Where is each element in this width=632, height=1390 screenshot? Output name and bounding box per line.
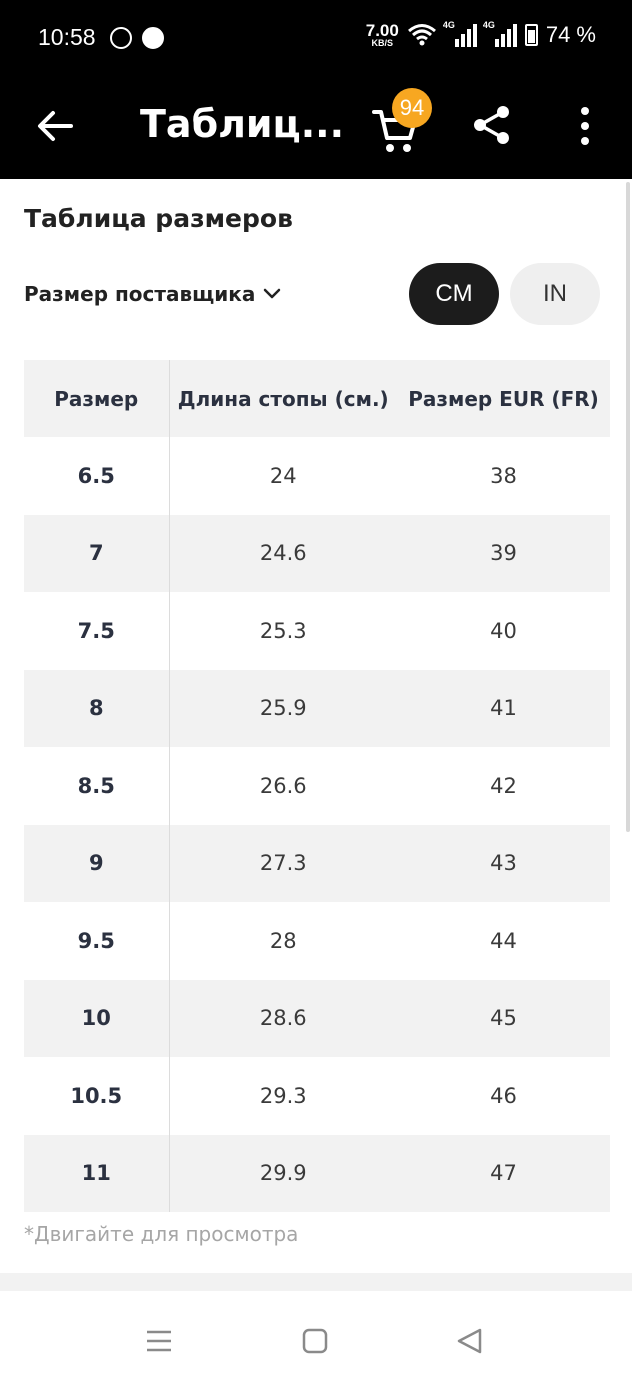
more-vert-icon [581, 107, 589, 115]
column-header-foot-length: Длина стопы (см.) [169, 360, 397, 437]
table-row: 9.5 28 44 [24, 902, 610, 980]
page-title: Таблиц... [140, 102, 345, 146]
eur-size-cell: 46 [490, 1083, 517, 1108]
foot-length-cell: 28 [269, 928, 297, 953]
recent-apps-button[interactable] [142, 1324, 176, 1358]
table-row: 6.5 24 38 [24, 437, 610, 515]
more-vert-icon [581, 122, 589, 130]
messenger-icon [142, 27, 164, 49]
unit-toggle-in[interactable]: IN [510, 263, 600, 325]
size-cell: 9 [24, 824, 170, 902]
eur-size-cell: 43 [397, 824, 610, 902]
system-nav-bar [0, 1291, 632, 1390]
eur-size-cell: 45 [397, 979, 610, 1057]
table-row: 10.5 29.3 46 [24, 1057, 610, 1135]
table-row: 9 27.3 43 [24, 824, 610, 902]
foot-length-cell: 25.3 [259, 618, 307, 643]
eur-size-cell: 41 [397, 669, 610, 747]
foot-length-cell: 25.9 [169, 669, 397, 747]
battery-icon [524, 24, 538, 46]
table-row: 8.5 26.6 42 [24, 747, 610, 825]
network-speed-value: 7.00 [365, 21, 399, 40]
size-cell: 11 [24, 1134, 170, 1212]
table-header-row: Размер Длина стопы (см.) Размер EUR (FR) [24, 360, 610, 437]
column-header-size: Размер [24, 360, 170, 437]
status-time: 10:58 [38, 24, 96, 50]
recent-apps-icon [147, 1330, 171, 1352]
status-bar: 10:58 7.00 KB/S 4G 4G 74 % [0, 0, 632, 76]
size-cell: 6.5 [24, 437, 170, 515]
section-divider [0, 1273, 632, 1291]
eur-size-cell: 39 [397, 514, 610, 592]
network-speed: 7.00 KB/S [366, 22, 399, 48]
size-cell: 8.5 [24, 747, 170, 825]
foot-length-cell: 29.3 [259, 1083, 307, 1108]
eur-size-cell: 47 [397, 1134, 610, 1212]
eur-size-cell: 44 [490, 928, 517, 953]
section-heading: Таблица размеров [24, 204, 293, 233]
size-system-label: Размер поставщика [24, 282, 256, 306]
app-bar: Таблиц... 94 [0, 76, 632, 179]
triangle-back-icon [457, 1328, 482, 1354]
signal-icon: 4G [482, 20, 517, 47]
share-icon [474, 106, 509, 144]
column-header-eur-size: Размер EUR (FR) [397, 360, 610, 437]
home-button[interactable] [298, 1324, 332, 1358]
signal-type-label: 4G [442, 20, 455, 30]
signal-icon: 4G [442, 20, 477, 47]
status-indicators: 7.00 KB/S 4G 4G 74 % [366, 20, 596, 48]
unit-toggle-cm[interactable]: CM [409, 263, 499, 325]
size-cell: 9.5 [24, 902, 170, 980]
back-button[interactable] [32, 103, 78, 149]
battery-level: 74 % [545, 22, 596, 47]
cart-button[interactable]: 94 [372, 88, 432, 156]
size-system-dropdown[interactable]: Размер поставщика [24, 282, 281, 306]
eur-size-cell: 42 [490, 773, 517, 798]
table-row: 10 28.6 45 [24, 979, 610, 1057]
foot-length-cell: 26.6 [259, 773, 307, 798]
foot-length-cell: 24.6 [169, 514, 397, 592]
size-cell: 7.5 [24, 592, 170, 670]
whatsapp-icon [110, 27, 132, 49]
scroll-hint: *Двигайте для просмотра [24, 1222, 299, 1246]
size-cell: 8 [24, 669, 170, 747]
eur-size-cell: 38 [490, 463, 517, 488]
more-options-button[interactable] [566, 103, 604, 149]
foot-length-cell: 28.6 [169, 979, 397, 1057]
size-cell: 10 [24, 979, 170, 1057]
signal-type-label: 4G [482, 20, 495, 30]
eur-size-cell: 40 [490, 618, 517, 643]
foot-length-cell: 24 [269, 463, 297, 488]
foot-length-cell: 29.9 [169, 1134, 397, 1212]
table-row: 11 29.9 47 [24, 1134, 610, 1212]
chevron-down-icon [264, 288, 281, 299]
foot-length-cell: 27.3 [169, 824, 397, 902]
arrow-left-icon [38, 111, 73, 141]
cart-count-badge: 94 [392, 88, 432, 128]
size-cell: 7 [24, 514, 170, 592]
size-chart-table: Размер Длина стопы (см.) Размер EUR (FR)… [24, 360, 611, 1212]
wifi-icon [407, 24, 436, 46]
table-row: 7 24.6 39 [24, 514, 610, 592]
network-speed-unit: KB/S [371, 38, 394, 48]
size-cell: 10.5 [24, 1057, 170, 1135]
scrollbar[interactable] [626, 182, 630, 832]
more-vert-icon [581, 137, 589, 145]
home-icon [302, 1328, 328, 1354]
table-row: 7.5 25.3 40 [24, 592, 610, 670]
nav-back-button[interactable] [452, 1324, 486, 1358]
share-button[interactable] [470, 103, 514, 147]
table-row: 8 25.9 41 [24, 669, 610, 747]
